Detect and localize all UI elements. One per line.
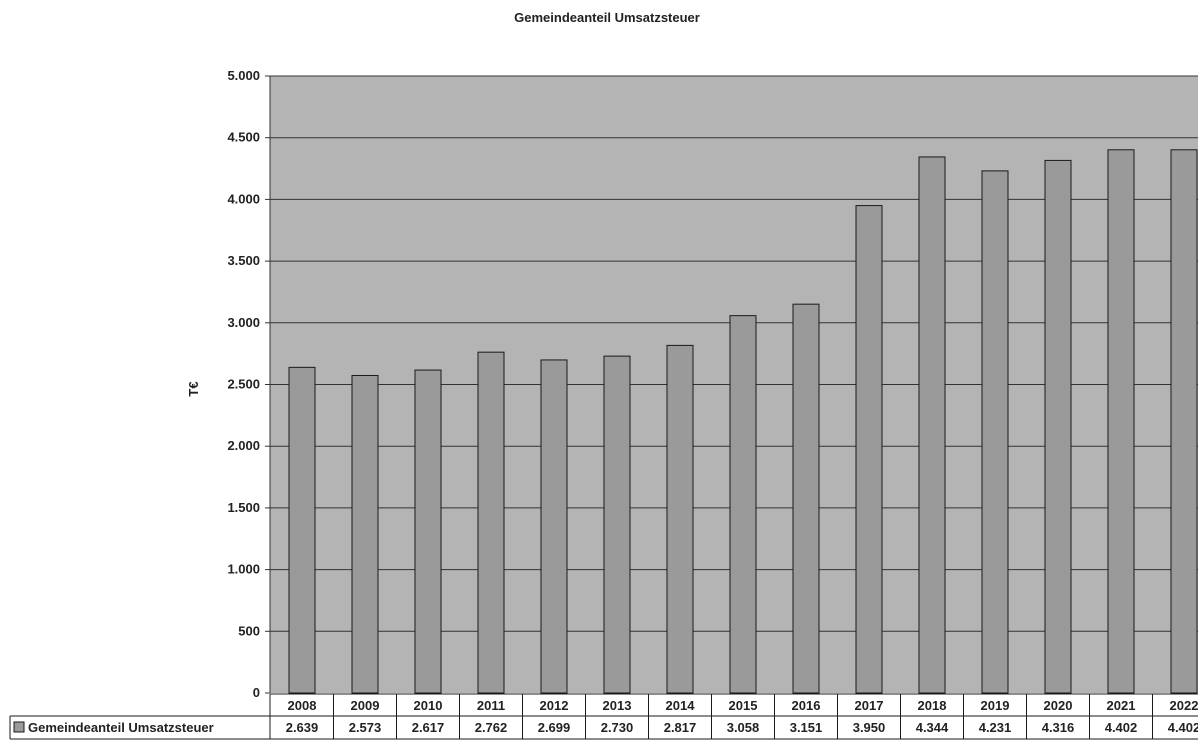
table-value-label: 2.730 xyxy=(601,720,634,735)
y-tick-label: 0 xyxy=(253,685,260,700)
y-tick-label: 4.000 xyxy=(227,191,260,206)
y-axis-title: T€ xyxy=(186,381,201,396)
table-category-label: 2015 xyxy=(729,698,758,713)
bar xyxy=(351,374,379,694)
bar xyxy=(603,355,631,694)
bar xyxy=(288,366,316,694)
y-tick-label: 4.500 xyxy=(227,130,260,145)
table-category-label: 2021 xyxy=(1107,698,1136,713)
bar xyxy=(1107,149,1135,694)
table-category-label: 2019 xyxy=(981,698,1010,713)
table-category-label: 2014 xyxy=(666,698,696,713)
y-tick-label: 3.500 xyxy=(227,253,260,268)
table-value-label: 3.950 xyxy=(853,720,886,735)
table-value-label: 4.231 xyxy=(979,720,1012,735)
table-value-label: 4.402 xyxy=(1105,720,1138,735)
bar xyxy=(414,369,442,694)
table-value-label: 2.639 xyxy=(286,720,319,735)
table-value-label: 2.573 xyxy=(349,720,382,735)
bar xyxy=(477,351,505,694)
bar xyxy=(918,156,946,694)
table-value-label: 2.617 xyxy=(412,720,445,735)
legend-marker xyxy=(13,721,25,733)
table-category-label: 2011 xyxy=(477,698,505,713)
table-category-label: 2018 xyxy=(918,698,947,713)
table-category-label: 2020 xyxy=(1044,698,1073,713)
y-tick-label: 2.500 xyxy=(227,377,260,392)
table-value-label: 2.699 xyxy=(538,720,571,735)
legend-label: Gemeindeanteil Umsatzsteuer xyxy=(28,720,214,735)
bar xyxy=(1170,149,1198,694)
bar xyxy=(666,344,694,694)
bar xyxy=(729,315,757,694)
data-table: 2008 2.639 2009 2.573 2010 2.617 2011 2.762 2012… xyxy=(9,693,1198,740)
bar xyxy=(792,303,820,694)
table-value-label: 3.151 xyxy=(790,720,823,735)
table-value-label: 2.762 xyxy=(475,720,508,735)
table-value-label: 4.344 xyxy=(916,720,949,735)
table-category-label: 2013 xyxy=(603,698,632,713)
table-category-label: 2017 xyxy=(855,698,884,713)
table-value-label: 4.316 xyxy=(1042,720,1075,735)
chart-title: Gemeindeanteil Umsatzsteuer xyxy=(514,10,700,25)
bars xyxy=(288,149,1198,694)
table-value-label: 2.817 xyxy=(664,720,697,735)
table-value-label: 4.402 xyxy=(1168,720,1198,735)
y-tick-label: 3.000 xyxy=(227,315,260,330)
y-ticks: 0 500 1.000 1.500 2.000 2.500 3.000 3.500 4.000 4… xyxy=(227,68,270,700)
bar xyxy=(981,170,1009,694)
y-tick-label: 5.000 xyxy=(227,68,260,83)
table-category-label: 2009 xyxy=(351,698,380,713)
y-tick-label: 1.000 xyxy=(227,562,260,577)
bar xyxy=(1044,159,1072,694)
table-category-label: 2012 xyxy=(540,698,569,713)
table-category-label: 2022 xyxy=(1170,698,1198,713)
y-tick-label: 2.000 xyxy=(227,438,260,453)
y-tick-label: 1.500 xyxy=(227,500,260,515)
table-value-label: 3.058 xyxy=(727,720,760,735)
bar xyxy=(540,359,568,694)
table-category-label: 2016 xyxy=(792,698,821,713)
y-tick-label: 500 xyxy=(238,623,260,638)
table-category-label: 2008 xyxy=(288,698,317,713)
table-category-label: 2010 xyxy=(414,698,443,713)
bar xyxy=(855,205,883,694)
